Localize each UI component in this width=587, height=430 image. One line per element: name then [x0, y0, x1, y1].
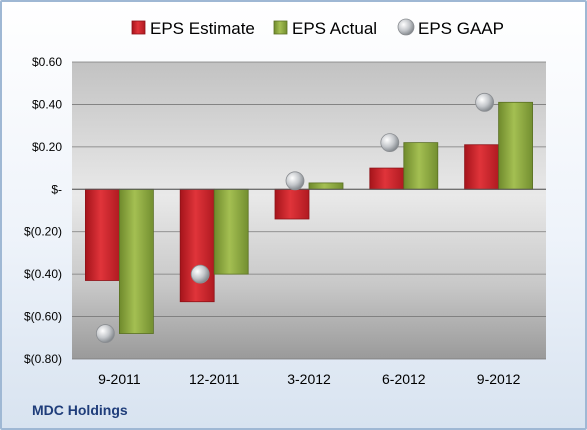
legend-swatch-gaap: [397, 18, 415, 36]
gaap-markers: [96, 92, 495, 343]
y-tick-label: $0.40: [32, 97, 62, 111]
y-axis-labels: $0.60 $0.40 $0.20 $- $(0.20) $(0.40) $(0.60) $(…: [24, 55, 62, 366]
marker-eps-gaap: [380, 133, 400, 153]
bar-eps-estimate: [274, 188, 310, 220]
y-tick-label: $(0.80): [24, 352, 62, 366]
y-tick-label: $(0.60): [24, 310, 62, 324]
bar-eps-actual: [498, 101, 534, 190]
y-tick-label: $-: [51, 182, 62, 196]
bar-eps-estimate: [179, 188, 215, 303]
legend-swatch-estimate: [131, 20, 146, 35]
x-tick-label: 12-2011: [189, 371, 240, 387]
bar-eps-actual: [119, 188, 154, 334]
bar-eps-estimate: [369, 167, 405, 190]
x-tick-label: 9-2011: [98, 371, 141, 387]
bars: [85, 101, 534, 334]
x-axis-labels: 9-2011 12-2011 3-2012 6-2012 9-2012: [98, 371, 520, 387]
x-tick-label: 3-2012: [287, 371, 331, 387]
bar-eps-actual: [308, 182, 344, 190]
marker-eps-gaap: [190, 264, 210, 284]
marker-eps-gaap: [285, 171, 305, 191]
bar-eps-estimate: [464, 144, 500, 190]
legend-label: EPS Estimate: [150, 19, 255, 38]
y-tick-label: $0.20: [32, 140, 62, 154]
legend-label: EPS Actual: [292, 19, 377, 38]
bar-eps-estimate: [85, 188, 120, 281]
x-tick-label: 9-2012: [477, 371, 521, 387]
y-tick-label: $(0.20): [24, 225, 62, 239]
bar-eps-actual: [403, 142, 439, 190]
legend-label: EPS GAAP: [418, 19, 504, 38]
legend: EPS Estimate EPS Actual EPS GAAP: [131, 18, 504, 38]
x-tick-label: 6-2012: [382, 371, 426, 387]
marker-eps-gaap: [475, 92, 495, 112]
legend-swatch-actual: [273, 20, 288, 35]
y-tick-label: $0.60: [32, 55, 62, 69]
marker-eps-gaap: [96, 324, 115, 343]
y-tick-label: $(0.40): [24, 267, 62, 281]
company-name: MDC Holdings: [32, 402, 128, 418]
bar-eps-actual: [213, 188, 249, 275]
